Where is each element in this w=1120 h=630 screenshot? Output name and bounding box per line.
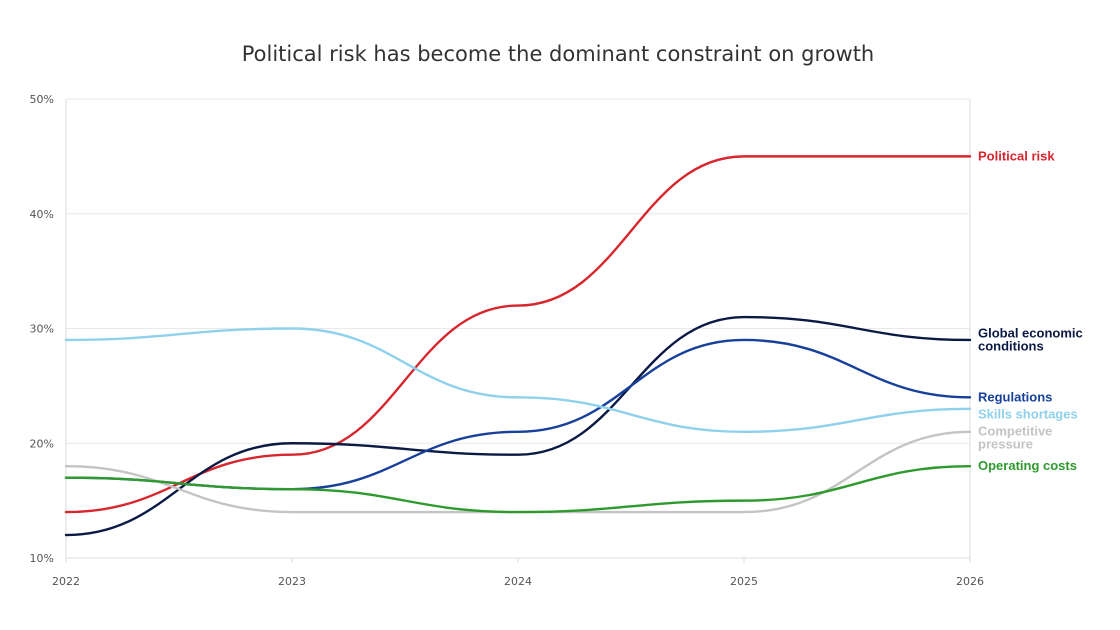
- series-label: Competitive pressure: [978, 423, 1052, 451]
- x-tick-label: 2022: [52, 575, 80, 588]
- series-label: Political risk: [978, 148, 1055, 163]
- x-tick-label: 2024: [504, 575, 532, 588]
- series-line: [64, 155, 972, 514]
- series-label: Regulations: [978, 389, 1052, 404]
- y-tick-label: 30%: [30, 323, 54, 336]
- axes: 10% 20% 30% 40% 50% 2022 2023 2024 2025 2026: [30, 93, 984, 588]
- series-lines: [64, 155, 972, 537]
- x-tick-label: 2026: [956, 575, 984, 588]
- series-label: Operating costs: [978, 458, 1077, 473]
- series-line: [64, 327, 972, 433]
- series-label: Skills shortages: [978, 406, 1078, 421]
- gridlines: [66, 98, 970, 559]
- series-line: [64, 338, 972, 491]
- x-tick-label: 2023: [278, 575, 306, 588]
- series-line: [64, 315, 972, 537]
- y-tick-label: 10%: [30, 552, 54, 565]
- series-label: Global economic conditions: [978, 325, 1083, 353]
- y-tick-label: 50%: [30, 93, 54, 106]
- series-labels: Political risk Global economic conditions R…: [978, 148, 1083, 473]
- x-tick-label: 2025: [730, 575, 758, 588]
- y-tick-label: 20%: [30, 437, 54, 450]
- chart-title: Political risk has become the dominant c…: [242, 42, 875, 66]
- y-tick-label: 40%: [30, 208, 54, 221]
